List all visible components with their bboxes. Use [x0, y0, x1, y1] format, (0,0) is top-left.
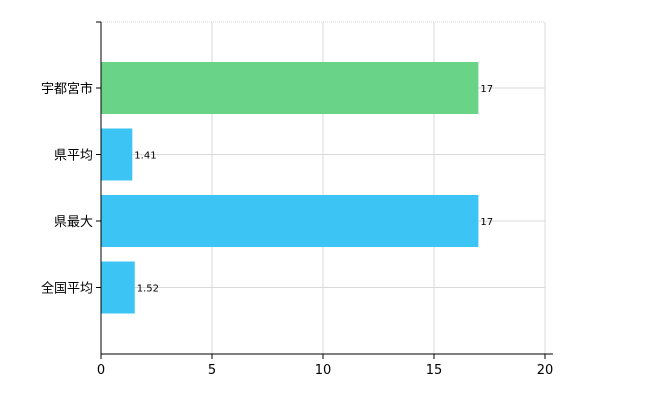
data-label: 1.41 [134, 151, 156, 162]
category-label: 県平均 [54, 149, 93, 164]
bars [101, 62, 479, 314]
x-tick-label: 0 [97, 363, 105, 378]
bar [101, 62, 479, 114]
data-label: 17 [480, 217, 493, 228]
data-label: 1.52 [137, 284, 159, 295]
bar [101, 261, 135, 314]
category-label: 県最大 [54, 215, 93, 230]
data-label: 17 [480, 84, 493, 95]
bar [101, 195, 479, 247]
x-tick-label: 15 [426, 363, 443, 378]
category-label: 全国平均 [41, 281, 93, 297]
x-tick-label: 20 [537, 363, 554, 378]
category-label: 宇都宮市 [41, 81, 93, 97]
axes [96, 21, 553, 359]
x-tick-label: 10 [315, 363, 332, 378]
bar [101, 128, 133, 181]
x-tick-label: 5 [208, 363, 216, 378]
